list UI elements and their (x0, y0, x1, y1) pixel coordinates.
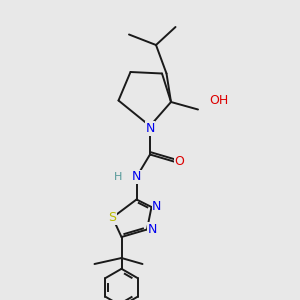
Text: N: N (148, 223, 157, 236)
Text: N: N (132, 170, 141, 184)
Text: N: N (152, 200, 162, 214)
Text: N: N (145, 122, 155, 135)
Text: S: S (109, 211, 116, 224)
Text: OH: OH (209, 94, 229, 107)
Text: O: O (174, 155, 184, 168)
Text: H: H (114, 172, 123, 182)
